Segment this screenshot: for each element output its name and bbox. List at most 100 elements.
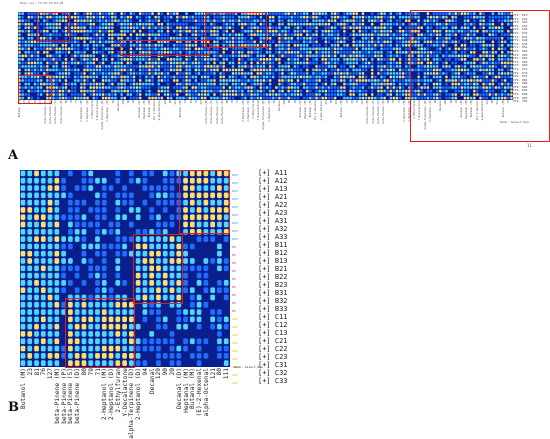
heatmap-cell: [27, 236, 33, 242]
heatmap-cell: [309, 26, 312, 30]
heatmap-cell: [275, 47, 278, 51]
heatmap-cell: [64, 68, 68, 72]
heatmap-cell: [380, 43, 383, 47]
heatmap-cell: [138, 79, 142, 82]
column-label: Y-Decalactone: [418, 100, 422, 121]
heatmap-cell: [43, 58, 46, 61]
heatmap-cell: [39, 61, 43, 65]
heatmap-cell: [34, 243, 39, 250]
column-label: 2-Heptanol (M): [241, 100, 245, 122]
heatmap-cell: [476, 47, 479, 51]
heatmap-cell: [432, 68, 436, 72]
heatmap-cell: [306, 26, 309, 30]
heatmap-cell: [460, 43, 464, 47]
heatmap-cell: [98, 22, 102, 26]
heatmap-cell: [154, 72, 157, 75]
heatmap-cell: [46, 29, 49, 33]
heatmap-cell: [24, 15, 27, 19]
heatmap-cell: [231, 89, 235, 93]
heatmap-cell: [149, 331, 155, 337]
heatmap-cell: [123, 12, 126, 15]
heatmap-cell: [275, 22, 278, 26]
heatmap-cell: [148, 47, 151, 51]
heatmap-cell: [457, 61, 461, 65]
heatmap-cell: [114, 54, 117, 58]
heatmap-cell: [142, 22, 145, 26]
heatmap-cell: [216, 29, 219, 33]
heatmap-cell: [129, 65, 133, 68]
heatmap-cell: [210, 236, 216, 242]
heatmap-cell: [58, 36, 61, 40]
heatmap-cell: [231, 29, 235, 33]
heatmap-cell: [176, 40, 179, 44]
heatmap-cell: [111, 86, 114, 89]
heatmap-cell: [429, 65, 433, 68]
heatmap-cell: [306, 93, 309, 96]
heatmap-cell: [383, 47, 386, 51]
heatmap-cell: [367, 12, 371, 15]
heatmap-cell: [414, 29, 417, 33]
heatmap-cell: [250, 93, 253, 96]
heatmap-cell: [111, 93, 114, 96]
heatmap-cell: [237, 51, 241, 54]
heatmap-cell: [122, 272, 127, 279]
heatmap-cell: [448, 26, 451, 30]
heatmap-cell: [157, 65, 160, 68]
heatmap-cell: [290, 86, 294, 89]
heatmap-cell: [386, 12, 389, 15]
heatmap-cell: [504, 29, 507, 33]
heatmap-cell: [135, 345, 141, 352]
column-label: 76: [33, 100, 37, 104]
heatmap-cell: [315, 93, 318, 96]
heatmap-cell: [111, 15, 114, 19]
heatmap-cell: [64, 29, 68, 33]
heatmap-cell: [278, 65, 281, 68]
panel-a-box-1: [37, 12, 70, 42]
heatmap-cell: [194, 79, 198, 82]
heatmap-cell: [374, 19, 377, 22]
heatmap-cell: [349, 15, 352, 19]
heatmap-cell: [210, 54, 213, 58]
heatmap-cell: [80, 68, 83, 72]
heatmap-cell: [197, 26, 201, 30]
heatmap-cell: [142, 33, 145, 37]
heatmap-cell: [217, 294, 222, 301]
heatmap-cell: [207, 93, 210, 96]
heatmap-cell: [250, 33, 253, 37]
heatmap-cell: [500, 40, 504, 44]
heatmap-cell: [349, 22, 352, 26]
heatmap-cell: [207, 15, 210, 19]
column-label: beta-Pinene (S): [215, 100, 219, 124]
heatmap-cell: [80, 40, 83, 44]
heatmap-cell: [210, 86, 213, 89]
heatmap-cell: [68, 221, 73, 228]
heatmap-cell: [225, 51, 229, 54]
heatmap-cell: [34, 272, 39, 279]
heatmap-cell: [117, 68, 120, 72]
heatmap-cell: [135, 207, 141, 213]
heatmap-cell: [358, 29, 362, 33]
heatmap-cell: [448, 68, 451, 72]
heatmap-cell: [349, 75, 352, 79]
heatmap-cell: [318, 93, 321, 96]
heatmap-cell: [86, 36, 89, 40]
heatmap-cell: [47, 243, 53, 250]
heatmap-cell: [182, 33, 185, 37]
heatmap-cell: [154, 68, 157, 72]
heatmap-cell: [194, 72, 198, 75]
heatmap-cell: [151, 72, 154, 75]
heatmap-cell: [491, 47, 495, 51]
heatmap-cell: [80, 58, 83, 61]
heatmap-cell: [278, 61, 281, 65]
heatmap-cell: [210, 345, 216, 352]
heatmap-cell: [34, 345, 39, 352]
heatmap-cell: [61, 15, 65, 19]
heatmap-cell: [380, 36, 383, 40]
heatmap-cell: [330, 54, 334, 58]
heatmap-cell: [256, 15, 259, 19]
heatmap-cell: [349, 54, 352, 58]
heatmap-cell: [262, 22, 266, 26]
heatmap-cell: [234, 65, 238, 68]
heatmap-cell: [210, 72, 213, 75]
heatmap-cell: [182, 43, 185, 47]
